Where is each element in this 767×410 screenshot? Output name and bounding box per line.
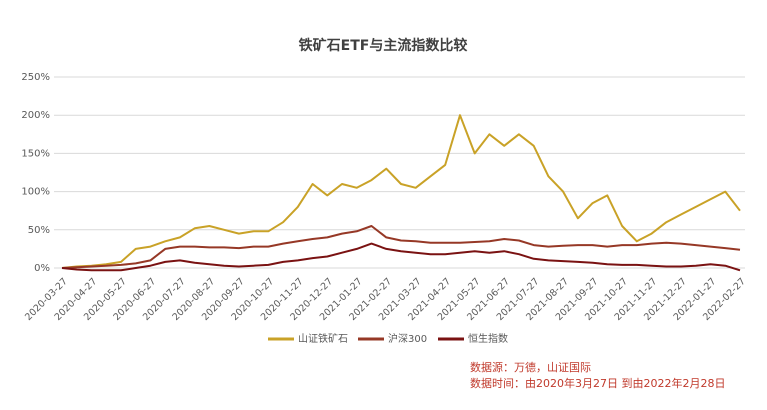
chart-title: 铁矿石ETF与主流指数比较 bbox=[299, 37, 468, 54]
y-tick-label: 200% bbox=[21, 110, 50, 121]
y-tick-label: 50% bbox=[28, 225, 50, 236]
legend-label: 恒生指数 bbox=[468, 332, 508, 345]
annotation: 数据源：万德，山证国际 bbox=[470, 360, 591, 374]
series-line bbox=[61, 242, 741, 272]
y-tick-label: 250% bbox=[21, 72, 50, 83]
series-line bbox=[61, 225, 741, 269]
legend-label: 山证铁矿石 bbox=[298, 332, 348, 345]
annotation: 数据时间：由2020年3月27日 到由2022年2月28日 bbox=[470, 376, 725, 390]
series-line bbox=[61, 114, 741, 269]
y-tick-label: 100% bbox=[21, 187, 50, 198]
legend-label: 沪深300 bbox=[388, 332, 427, 345]
y-tick-label: 0% bbox=[34, 263, 50, 274]
y-tick-label: 150% bbox=[21, 148, 50, 159]
